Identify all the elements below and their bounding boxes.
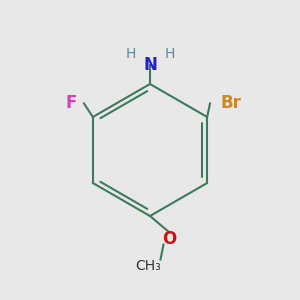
Text: CH₃: CH₃	[136, 259, 161, 272]
Text: O: O	[162, 230, 177, 247]
Text: H: H	[125, 47, 136, 61]
Text: N: N	[143, 56, 157, 74]
Text: H: H	[164, 47, 175, 61]
Text: Br: Br	[220, 94, 242, 112]
Text: F: F	[65, 94, 76, 112]
